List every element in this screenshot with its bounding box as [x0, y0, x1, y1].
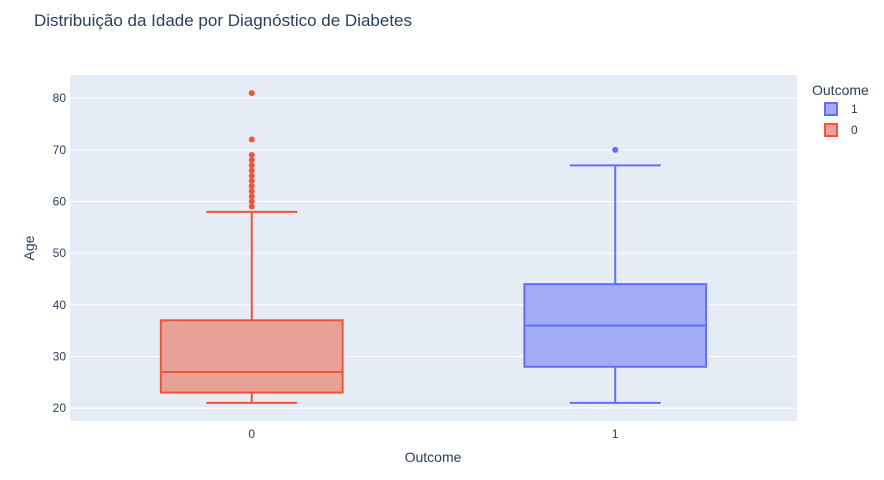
y-tick-label: 20	[53, 401, 67, 415]
y-tick-label: 50	[53, 246, 67, 260]
legend-title: Outcome	[812, 82, 869, 98]
outlier-point	[248, 198, 255, 205]
boxes	[159, 90, 708, 404]
legend-item-0[interactable]: 0	[824, 123, 858, 137]
outlier-point	[248, 167, 255, 174]
outlier-point	[248, 90, 255, 97]
iqr-box	[159, 319, 344, 394]
outlier-point	[248, 136, 255, 143]
outlier-point	[248, 152, 255, 159]
y-axis-title: Age	[21, 235, 37, 260]
box-outcome-0	[159, 90, 344, 404]
legend-label: 1	[851, 102, 858, 116]
y-tick-label: 30	[53, 349, 67, 363]
outlier-point	[248, 203, 255, 210]
outlier-point	[248, 177, 255, 184]
y-tick-label: 40	[53, 298, 67, 312]
legend-swatch	[824, 102, 838, 116]
x-tick-label: 1	[612, 427, 619, 441]
legend-label: 0	[851, 123, 858, 137]
box-outcome-1	[523, 146, 708, 404]
x-axis-title: Outcome	[405, 449, 462, 465]
y-tick-label: 70	[53, 143, 67, 157]
outlier-point	[248, 183, 255, 190]
y-tick-label: 60	[53, 195, 67, 209]
legend-swatch	[824, 123, 838, 137]
legend-item-1[interactable]: 1	[824, 102, 858, 116]
outlier-point	[248, 188, 255, 195]
chart-title: Distribuição da Idade por Diagnóstico de…	[34, 11, 412, 30]
outlier-point	[248, 162, 255, 169]
outlier-point	[248, 172, 255, 179]
outlier-point	[248, 157, 255, 164]
legend: Outcome 1 0	[812, 82, 869, 137]
outlier-point	[248, 193, 255, 200]
y-tick-label: 80	[53, 91, 67, 105]
x-tick-label: 0	[248, 427, 255, 441]
y-axis-ticks: 20 30 40 50 60 70 80	[53, 91, 67, 415]
outlier-point	[612, 146, 619, 153]
